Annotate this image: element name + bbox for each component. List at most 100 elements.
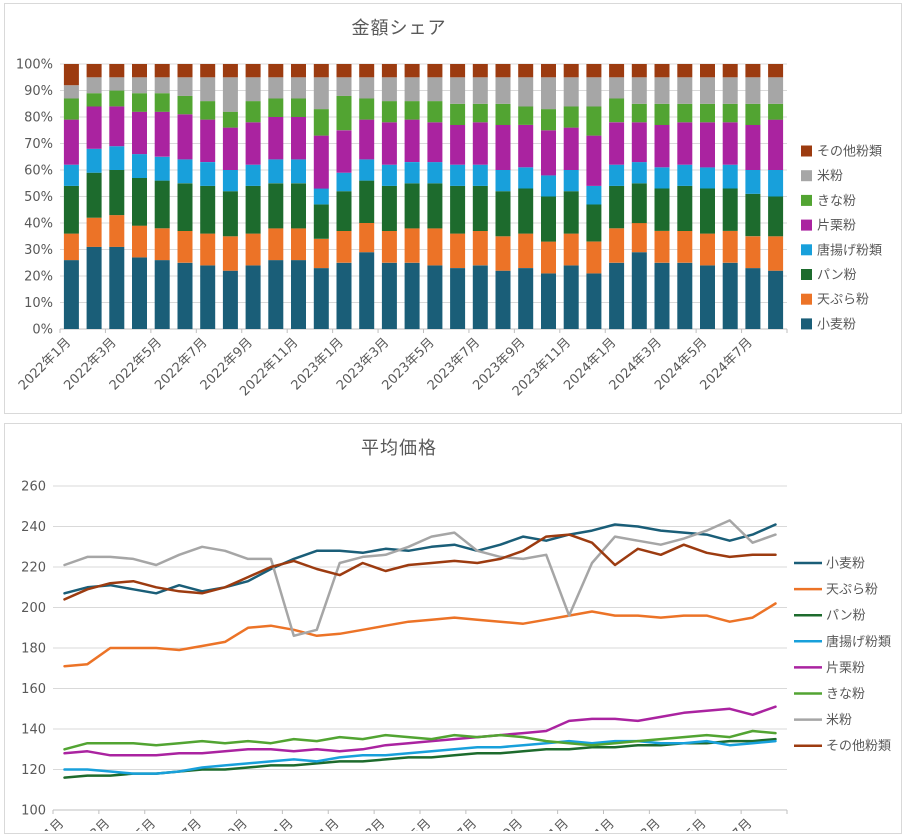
bar-segment-米粉 — [313, 77, 329, 110]
bar-segment-片栗粉 — [722, 122, 738, 165]
average-price-chart[interactable]: 1001201401601802002202402602022年1月2022年3… — [4, 423, 902, 834]
bar-segment-パン粉 — [222, 191, 238, 237]
bar-segment-きな粉 — [700, 103, 715, 123]
bar-segment-片栗粉 — [200, 119, 216, 162]
bar-segment-小麦粉 — [359, 252, 375, 329]
bar-segment-きな粉 — [745, 103, 761, 125]
bar-segment-きな粉 — [586, 106, 602, 136]
amount-share-chart[interactable]: 0% 10% 20% 30% 40% 50% 60% 70% 80% 90% 100% 2022年1月… — [4, 3, 902, 414]
legend-swatch — [801, 244, 812, 256]
bar-segment-小麦粉 — [222, 270, 238, 329]
bar-segment-その他粉類 — [245, 64, 261, 78]
y-axis-label: 0% — [32, 323, 53, 338]
line-series-米粉 — [63, 519, 777, 638]
bar-segment-天ぷら粉 — [768, 236, 784, 271]
bar-segment-きな粉 — [313, 109, 329, 136]
bar-segment-片栗粉 — [677, 122, 693, 165]
y-axis-label: 60% — [24, 164, 53, 179]
bar-segment-片栗粉 — [495, 124, 511, 170]
y-axis-label: 50% — [24, 190, 53, 205]
bar-segment-パン粉 — [495, 191, 511, 237]
bar-segment-パン粉 — [86, 172, 102, 218]
legend-item-きな粉: きな粉 — [794, 687, 865, 702]
legend-swatch — [801, 219, 812, 231]
bar-segment-米粉 — [381, 77, 397, 102]
bar-segment-唐揚げ粉類 — [609, 164, 625, 186]
bar-segment-パン粉 — [677, 185, 693, 231]
bar-segment-天ぷら粉 — [677, 230, 693, 263]
bar-segment-片栗粉 — [609, 122, 625, 165]
bar-segment-唐揚げ粉類 — [722, 164, 738, 189]
bar-segment-唐揚げ粉類 — [154, 156, 170, 181]
bar-segment-パン粉 — [177, 183, 193, 231]
bar-segment-きな粉 — [541, 109, 556, 131]
bar-segment-唐揚げ粉類 — [472, 164, 488, 186]
legend-label: 天ぷら粉 — [826, 583, 878, 598]
legend-label: 片栗粉 — [817, 219, 856, 234]
bar-segment-天ぷら粉 — [177, 230, 193, 263]
bar-segment-その他粉類 — [631, 64, 647, 78]
legend-label: きな粉 — [826, 687, 865, 702]
bar-segment-小麦粉 — [700, 265, 715, 329]
bar-segment-きな粉 — [200, 101, 216, 120]
bar-segment-きな粉 — [109, 90, 125, 107]
bar-segment-天ぷら粉 — [268, 228, 284, 261]
bar-segment-唐揚げ粉類 — [359, 159, 375, 181]
y-axis-label: 220 — [21, 561, 46, 576]
y-axis-label: 100% — [16, 58, 53, 73]
bar-segment-天ぷら粉 — [495, 236, 511, 271]
bar-segment-パン粉 — [245, 185, 261, 234]
bar-segment-小麦粉 — [154, 260, 170, 329]
legend-label: 片栗粉 — [826, 661, 865, 676]
bar-segment-片栗粉 — [450, 124, 466, 165]
bar-segment-唐揚げ粉類 — [313, 188, 329, 205]
bar-segment-パン粉 — [200, 185, 216, 234]
bar-segment-米粉 — [495, 77, 511, 104]
bar-segment-米粉 — [177, 77, 193, 96]
average-price-chart-plot[interactable]: 1001201401601802002202402602022年1月2022年3… — [5, 424, 899, 832]
bar-segment-その他粉類 — [404, 64, 420, 78]
bar-segment-片栗粉 — [631, 122, 647, 163]
bar-segment-天ぷら粉 — [722, 230, 738, 263]
bar-segment-その他粉類 — [177, 64, 193, 78]
y-axis-label: 160 — [21, 682, 46, 697]
bar-segment-片栗粉 — [336, 130, 352, 173]
bar-segment-その他粉類 — [677, 64, 693, 78]
bar-segment-パン粉 — [563, 191, 579, 234]
bar-segment-片栗粉 — [359, 119, 375, 160]
bar-segment-唐揚げ粉類 — [404, 162, 420, 184]
bar-segment-片栗粉 — [132, 111, 147, 155]
bar-segment-天ぷら粉 — [745, 236, 761, 269]
legend-item-パン粉: パン粉 — [794, 609, 866, 624]
bar-segment-きな粉 — [631, 103, 647, 123]
bar-segment-唐揚げ粉類 — [291, 159, 306, 184]
bar-segment-唐揚げ粉類 — [177, 159, 193, 184]
bar-segment-片栗粉 — [63, 119, 79, 165]
bar-segment-小麦粉 — [586, 273, 602, 329]
bar-segment-その他粉類 — [154, 64, 170, 78]
bar-segment-唐揚げ粉類 — [427, 162, 443, 184]
bar-segment-天ぷら粉 — [313, 238, 329, 269]
bar-segment-米粉 — [222, 77, 238, 112]
bar-segment-パン粉 — [654, 188, 670, 231]
bar-segment-米粉 — [245, 77, 261, 102]
bar-segment-唐揚げ粉類 — [518, 167, 534, 189]
bar-segment-天ぷら粉 — [359, 223, 375, 253]
bar-segment-片栗粉 — [109, 106, 125, 147]
legend-item-唐揚げ粉類: 唐揚げ粉類 — [801, 242, 882, 258]
bar-segment-小麦粉 — [86, 246, 102, 329]
bar-segment-その他粉類 — [700, 64, 715, 78]
bar-segment-米粉 — [768, 77, 784, 104]
bar-segment-パン粉 — [427, 183, 443, 229]
legend-swatch — [801, 293, 812, 305]
line-series-小麦粉 — [63, 523, 777, 595]
bar-segment-天ぷら粉 — [404, 228, 420, 263]
bar-segment-唐揚げ粉類 — [768, 170, 784, 197]
amount-share-chart-plot[interactable]: 0%10%20%30%40%50%60%70%80%90%100%2022年1月… — [5, 4, 899, 411]
bar-segment-小麦粉 — [427, 265, 443, 329]
bar-segment-きな粉 — [268, 98, 284, 117]
bar-segment-米粉 — [450, 77, 466, 104]
bar-segment-小麦粉 — [677, 262, 693, 330]
bar-segment-きな粉 — [609, 98, 625, 123]
bar-segment-きな粉 — [177, 95, 193, 115]
